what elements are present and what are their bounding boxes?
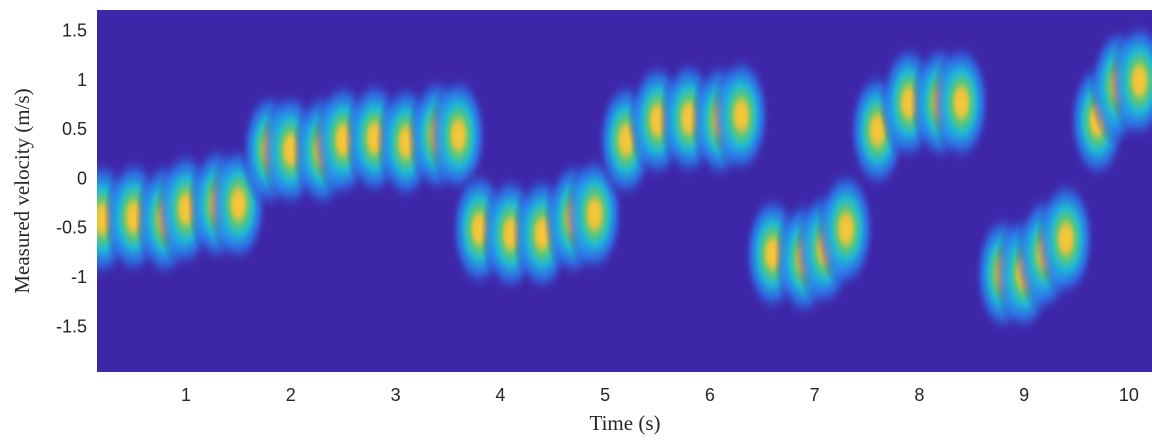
velocity-peak (711, 53, 772, 178)
velocity-peak (816, 166, 877, 291)
x-tick-label: 1 (181, 385, 191, 405)
x-axis-label: Time (s) (590, 411, 661, 435)
velocity-peak (428, 73, 489, 198)
y-tick-label: 1.5 (62, 20, 87, 40)
x-tick-label: 6 (705, 385, 715, 405)
y-tick-label: -0.5 (56, 218, 87, 238)
x-tick-label: 3 (391, 385, 401, 405)
x-tick-label: 5 (600, 385, 610, 405)
x-tick-label: 10 (1119, 385, 1139, 405)
x-tick-label: 7 (810, 385, 820, 405)
y-tick-label: 1 (77, 70, 87, 90)
y-axis-label: Measured velocity (m/s) (10, 88, 34, 293)
x-tick-label: 9 (1019, 385, 1029, 405)
spectrogram (97, 19, 1152, 336)
x-tick-label: 4 (495, 385, 505, 405)
velocity-peak (1036, 176, 1097, 301)
y-tick-label: 0.5 (62, 119, 87, 139)
y-tick-label: -1.5 (56, 316, 87, 336)
y-tick-label: -1 (71, 267, 87, 287)
x-tick-label: 8 (914, 385, 924, 405)
x-tick-label: 2 (286, 385, 296, 405)
velocity-peak (931, 40, 992, 165)
velocity-peak (1109, 19, 1152, 144)
y-tick-label: 0 (77, 168, 87, 188)
